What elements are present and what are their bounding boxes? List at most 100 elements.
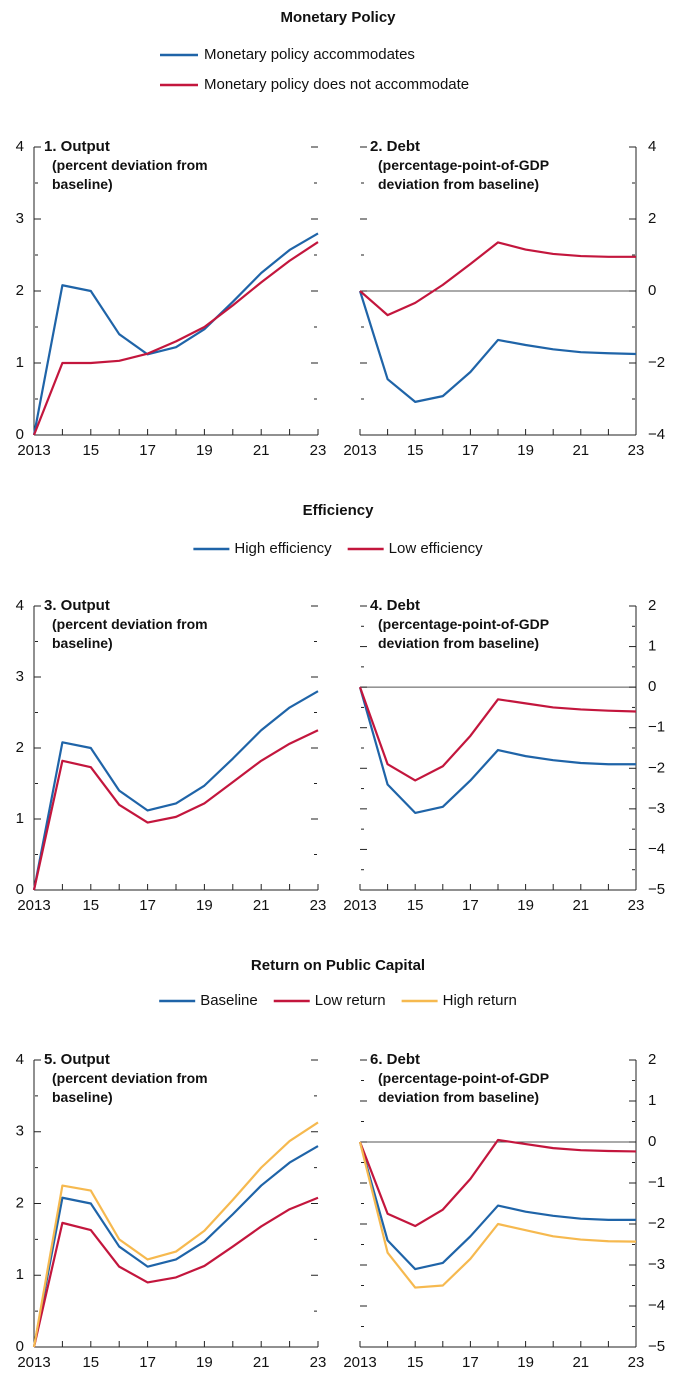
y-tick-label: 3 [16,210,24,227]
chart-subtitle: (percentage-point-of-GDP deviation from … [378,157,549,192]
x-tick-label: 2013 [343,897,376,914]
section-title: Return on Public Capital [251,957,425,974]
series-line [358,686,637,782]
y-tick-label: 2 [648,1051,656,1068]
x-tick-label: 19 [517,1354,534,1371]
legend-label: High return [443,992,517,1009]
y-tick-label: 0 [648,1133,656,1150]
x-tick-label: 15 [407,442,424,459]
x-tick-label: 21 [572,442,589,459]
x-tick-label: 2013 [17,1354,50,1371]
x-tick-label: 15 [407,1354,424,1371]
y-tick-label: −1 [648,1174,665,1191]
legend-label: Low return [315,992,386,1009]
y-tick-label: 2 [16,739,24,756]
y-tick-label: −5 [648,1338,665,1355]
x-tick-label: 21 [572,1354,589,1371]
chart-title: 2. Debt [370,138,420,155]
y-tick-label: 4 [16,1051,24,1068]
y-tick-label: −4 [648,426,665,443]
series-line [358,290,637,403]
series-line [32,241,319,436]
y-tick-label: −4 [648,1297,665,1314]
x-tick-label: 19 [196,442,213,459]
y-tick-label: 1 [648,1092,656,1109]
x-tick-label: 21 [253,442,270,459]
x-tick-label: 17 [139,897,156,914]
x-tick-label: 15 [82,1354,99,1371]
chart-subtitle: (percentage-point-of-GDP deviation from … [378,616,549,651]
y-tick-label: 1 [16,810,24,827]
y-tick-label: −1 [648,719,665,736]
series-line [32,1196,319,1348]
x-tick-label: 17 [462,442,479,459]
chart-title: 5. Output [44,1051,110,1068]
y-tick-label: 3 [16,668,24,685]
x-tick-label: 23 [628,442,645,459]
x-tick-label: 2013 [343,442,376,459]
y-tick-label: 1 [648,638,656,655]
series-line [32,232,319,436]
y-tick-label: −2 [648,759,665,776]
legend-label: Baseline [200,992,258,1009]
x-tick-label: 15 [82,897,99,914]
chart-title: 6. Debt [370,1051,420,1068]
x-tick-label: 23 [310,442,327,459]
y-tick-label: 0 [648,282,656,299]
chart-subtitle: (percentage-point-of-GDP deviation from … [378,1070,549,1105]
y-tick-label: −3 [648,1256,665,1273]
y-tick-label: 0 [16,1338,24,1355]
series-line [358,686,636,815]
x-tick-label: 23 [628,1354,645,1371]
series-line [358,1141,637,1289]
series-line [359,241,636,317]
y-tick-label: −2 [648,1215,665,1232]
legend-label: Monetary policy does not accommodate [204,76,469,93]
y-tick-label: 1 [16,1266,24,1283]
y-tick-label: 2 [16,1194,24,1211]
y-tick-label: 4 [16,138,24,155]
y-tick-label: 2 [16,282,24,299]
legend-label: Monetary policy accommodates [204,46,415,63]
y-tick-label: 4 [648,138,656,155]
x-tick-label: 19 [517,442,534,459]
x-tick-label: 17 [139,1354,156,1371]
x-tick-label: 17 [139,442,156,459]
x-tick-label: 2013 [17,897,50,914]
series-line [32,690,319,891]
y-tick-label: 0 [16,426,24,443]
chart-subtitle: (percent deviation from baseline) [52,616,208,651]
y-tick-label: 1 [16,354,24,371]
y-tick-label: −5 [648,881,665,898]
x-tick-label: 19 [196,897,213,914]
x-tick-label: 17 [462,897,479,914]
x-tick-label: 2013 [343,1354,376,1371]
y-tick-label: 2 [648,597,656,614]
y-tick-label: −4 [648,840,665,857]
x-tick-label: 21 [253,897,270,914]
y-tick-label: −3 [648,800,665,817]
section-title: Monetary Policy [280,9,396,26]
x-tick-label: 2013 [17,442,50,459]
chart-title: 4. Debt [370,597,420,614]
y-tick-label: 0 [648,678,656,695]
y-tick-label: −2 [648,354,665,371]
x-tick-label: 19 [196,1354,213,1371]
section-title: Efficiency [303,502,375,519]
chart-title: 1. Output [44,138,110,155]
x-tick-label: 15 [407,897,424,914]
series-line [32,729,319,891]
x-tick-label: 15 [82,442,99,459]
series-line [32,1145,319,1348]
chart-subtitle: (percent deviation from baseline) [52,157,208,192]
series-line [32,1121,319,1348]
y-tick-label: 2 [648,210,656,227]
x-tick-label: 23 [628,897,645,914]
chart-subtitle: (percent deviation from baseline) [52,1070,208,1105]
x-tick-label: 21 [572,897,589,914]
chart-title: 3. Output [44,597,110,614]
legend-label: High efficiency [234,540,332,557]
x-tick-label: 23 [310,897,327,914]
